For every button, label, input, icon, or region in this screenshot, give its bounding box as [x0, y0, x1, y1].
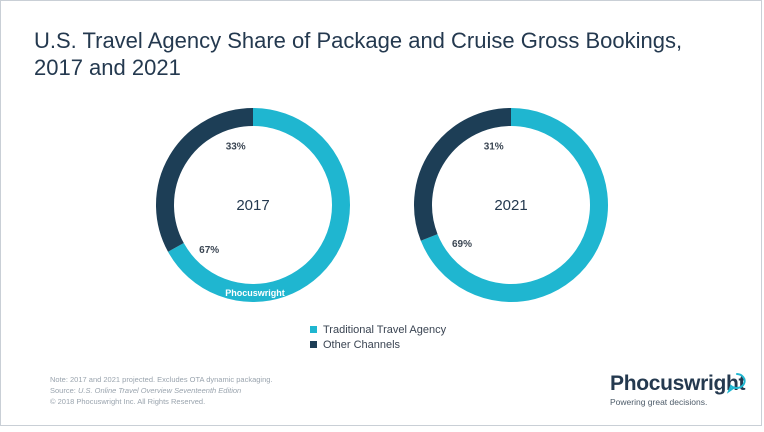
legend-swatch-traditional — [310, 326, 317, 333]
watermark: Phocuswright — [225, 288, 285, 298]
chart-title-line-1: U.S. Travel Agency Share of Package and … — [34, 28, 683, 53]
donut-2021-label-other: 31% — [484, 141, 504, 152]
footnotes: Note: 2017 and 2021 projected. Excludes … — [50, 374, 273, 407]
legend-item-other: Other Channels — [310, 337, 446, 352]
donut-2017-center-label: 2017 — [236, 197, 269, 214]
legend-label-traditional: Traditional Travel Agency — [323, 323, 447, 336]
donut-2021-slice-traditional — [420, 108, 608, 302]
speech-bubble-icon — [726, 373, 746, 394]
footnote-note: Note: 2017 and 2021 projected. Excludes … — [50, 375, 273, 384]
chart-title-line-2: 2017 and 2021 — [34, 55, 181, 80]
donut-2017-slice-other — [156, 108, 254, 252]
footnote-copyright: © 2018 Phocuswright Inc. All Rights Rese… — [50, 397, 206, 406]
footnote-source-prefix: Source: — [50, 386, 78, 395]
brand-name: Phocuswright — [610, 372, 746, 395]
donut-2017-label-other: 33% — [226, 141, 246, 152]
donut-2017-label-traditional: 67% — [199, 245, 219, 256]
legend-swatch-other — [310, 341, 317, 348]
brand-logo: Phocuswright Powering great decisions. — [610, 372, 746, 407]
footnote-source: Source: U.S. Online Travel Overview Seve… — [50, 385, 273, 396]
chart-title: U.S. Travel Agency Share of Package and … — [34, 27, 714, 81]
donut-2021-slice-other — [414, 108, 512, 241]
legend-item-traditional: Traditional Travel Agency — [310, 322, 446, 337]
brand-tagline: Powering great decisions. — [610, 397, 708, 407]
legend-label-other: Other Channels — [323, 338, 401, 351]
legend: Traditional Travel Agency Other Channels — [310, 322, 446, 352]
donut-2021-label-traditional: 69% — [452, 239, 472, 250]
footnote-source-title: U.S. Online Travel Overview Seventeenth … — [77, 386, 242, 395]
donut-2017-slice-traditional — [168, 108, 350, 302]
donut-2021-center-label: 2021 — [494, 197, 527, 214]
